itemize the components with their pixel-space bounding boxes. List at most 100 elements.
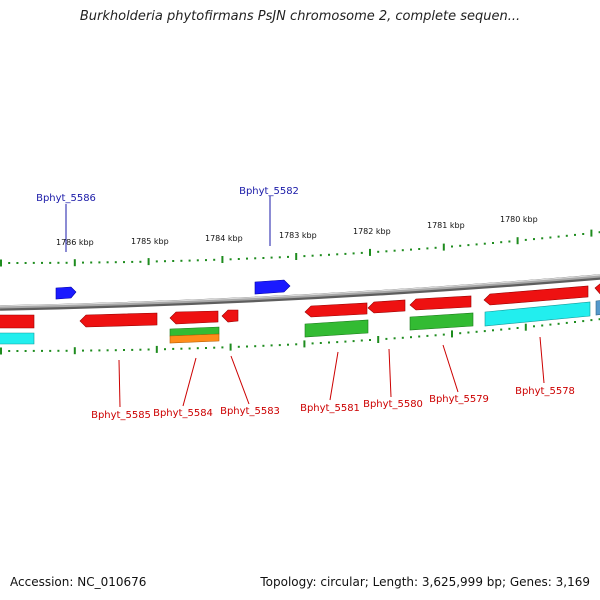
scale-tick xyxy=(65,349,68,352)
scale-tick xyxy=(336,341,339,344)
scale-tick xyxy=(270,344,273,347)
scale-tick xyxy=(131,348,134,351)
scale-tick xyxy=(303,340,306,348)
scale-tick xyxy=(98,349,101,352)
gene-arrow-bphyt-5586[interactable] xyxy=(55,286,77,300)
gene-arrow-bphyt-5582[interactable] xyxy=(254,279,291,295)
scale-tick xyxy=(221,256,224,263)
scale-tick xyxy=(172,347,175,350)
scale-tick xyxy=(188,259,191,262)
scale-tick xyxy=(352,340,355,343)
scale-tick xyxy=(574,321,576,323)
gene-arrow[interactable] xyxy=(0,314,35,329)
gene-arrow[interactable] xyxy=(594,283,600,295)
scale-tick xyxy=(57,349,60,352)
outer-ticks xyxy=(0,229,600,267)
scale-tick xyxy=(16,350,19,352)
scale-tick xyxy=(295,253,298,260)
gene-label[interactable]: Bphyt_5586 xyxy=(36,193,96,204)
scale-tick xyxy=(401,249,404,252)
feature-bar[interactable] xyxy=(484,301,591,327)
scale-tick xyxy=(516,237,519,245)
gene-arrow-bphyt-5584[interactable] xyxy=(169,310,219,325)
scale-tick xyxy=(360,251,363,254)
scale-tick xyxy=(270,256,273,259)
scale-tick xyxy=(229,258,232,261)
gene-label[interactable]: Bphyt_5584 xyxy=(153,408,213,419)
scale-tick xyxy=(344,252,347,255)
scale-tick xyxy=(533,325,535,328)
scale-tick xyxy=(541,324,544,327)
scale-tick xyxy=(369,339,371,341)
scale-tick xyxy=(500,328,503,331)
scale-tick xyxy=(147,258,150,266)
scale-tick xyxy=(164,348,166,351)
feature-bar[interactable] xyxy=(595,300,600,316)
kbp-label: 1780 kbp xyxy=(500,215,538,224)
gene-label[interactable]: Bphyt_5585 xyxy=(91,410,151,421)
gene-arrow-bphyt-5583[interactable] xyxy=(221,309,239,323)
scale-tick xyxy=(565,234,568,237)
scale-tick xyxy=(98,261,101,264)
leader-lines xyxy=(65,196,545,408)
scale-tick xyxy=(549,236,552,239)
scale-tick xyxy=(8,350,11,352)
scale-tick xyxy=(369,248,371,256)
scale-tick xyxy=(205,347,207,349)
scale-tick xyxy=(508,240,511,243)
gene-arrow-bphyt-5585[interactable] xyxy=(79,312,158,328)
gene-label[interactable]: Bphyt_5578 xyxy=(515,386,575,397)
scale-tick xyxy=(303,255,306,258)
gene-label[interactable]: Bphyt_5580 xyxy=(363,399,423,410)
scale-tick xyxy=(172,260,175,262)
feature-bar[interactable] xyxy=(409,312,474,331)
scale-tick xyxy=(475,330,478,333)
scale-tick xyxy=(467,244,470,247)
scale-tick xyxy=(278,344,281,347)
scale-tick xyxy=(574,233,576,236)
scale-tick xyxy=(106,261,109,264)
scale-tick xyxy=(24,350,27,352)
scale-tick xyxy=(598,318,600,321)
plus-strand-genes xyxy=(55,279,291,300)
scale-tick xyxy=(590,319,593,322)
gene-label[interactable]: Bphyt_5579 xyxy=(429,394,489,405)
scale-tick xyxy=(467,331,470,334)
scale-tick xyxy=(492,242,494,244)
scale-tick xyxy=(328,341,330,344)
gene-label[interactable]: Bphyt_5582 xyxy=(239,186,299,197)
scale-tick xyxy=(196,347,199,350)
feature-bar[interactable] xyxy=(169,333,220,344)
scale-tick xyxy=(90,261,93,264)
gene-arrow-bphyt-5581[interactable] xyxy=(304,302,368,318)
gene-arrow-bphyt-5579[interactable] xyxy=(409,295,472,311)
scale-tick xyxy=(352,252,355,255)
scale-tick xyxy=(590,229,593,237)
scale-tick xyxy=(147,348,150,351)
scale-tick xyxy=(434,334,437,337)
scale-tick xyxy=(377,336,380,343)
scale-tick xyxy=(237,258,240,260)
kbp-label: 1783 kbp xyxy=(279,231,317,240)
scale-tick xyxy=(155,345,158,353)
gene-label[interactable]: Bphyt_5583 xyxy=(220,406,280,417)
scale-tick xyxy=(459,332,462,335)
scale-tick xyxy=(114,261,117,264)
chromosome-backbone xyxy=(0,274,600,311)
scale-tick xyxy=(164,260,166,263)
scale-tick xyxy=(229,343,232,351)
feature-bar[interactable] xyxy=(304,319,369,338)
scale-tick xyxy=(410,248,412,251)
gene-label[interactable]: Bphyt_5581 xyxy=(300,403,360,414)
gene-arrow-bphyt-5580[interactable] xyxy=(367,299,406,314)
feature-bar[interactable] xyxy=(0,332,35,345)
topology-summary: Topology: circular; Length: 3,625,999 bp… xyxy=(260,575,590,589)
gene-arrow-bphyt-5578[interactable] xyxy=(483,285,589,306)
scale-tick xyxy=(32,261,35,264)
scale-tick xyxy=(311,342,314,345)
scale-tick xyxy=(426,247,429,250)
scale-tick xyxy=(49,349,52,352)
scale-tick xyxy=(393,249,396,252)
